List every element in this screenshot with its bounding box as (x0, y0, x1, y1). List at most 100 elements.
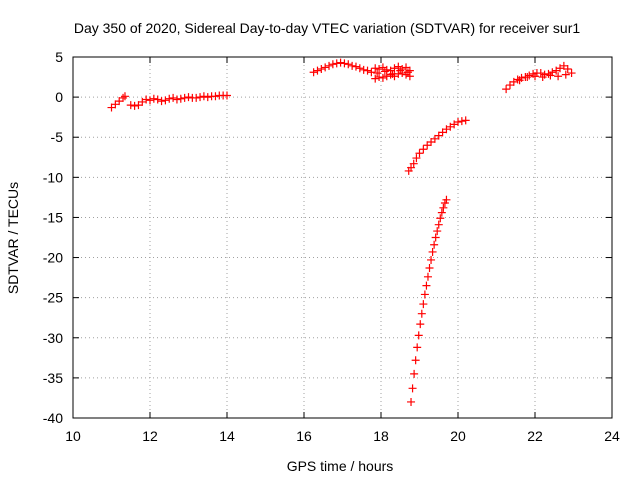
x-tick-label: 12 (142, 428, 158, 444)
data-point (313, 66, 322, 75)
x-tick-label: 22 (527, 428, 543, 444)
data-point (317, 65, 326, 74)
data-point (425, 263, 434, 272)
data-point (436, 214, 445, 223)
data-point (203, 93, 212, 102)
data-point (531, 72, 539, 81)
y-tick-label: -40 (43, 410, 63, 426)
data-point (561, 70, 570, 79)
chart-title: Day 350 of 2020, Sidereal Day-to-day VTE… (74, 20, 580, 36)
y-tick-label: 0 (55, 89, 63, 105)
data-point (325, 61, 334, 70)
data-point (142, 95, 151, 104)
data-point (419, 145, 428, 154)
data-point (375, 65, 384, 74)
data-point (367, 68, 376, 77)
data-point (405, 72, 414, 81)
data-point (386, 70, 395, 79)
data-point (380, 67, 389, 76)
data-point (457, 117, 466, 126)
y-tick-label: -35 (43, 370, 63, 386)
axis-ticks: 10 12 14 16 18 20 22 24 5 0 -5 -10 -15 -20 -25 -30 -35 -4… (43, 49, 620, 444)
data-point (378, 73, 387, 82)
x-tick-label: 20 (450, 428, 466, 444)
data-point (423, 272, 432, 281)
data-point (371, 74, 380, 83)
data-point (454, 117, 462, 126)
data-point (328, 60, 337, 69)
grid-layer (73, 57, 612, 418)
data-point (184, 93, 193, 102)
data-point (523, 73, 532, 82)
data-point (412, 154, 421, 163)
data-point (408, 384, 417, 393)
data-point (546, 71, 555, 80)
data-point (223, 91, 231, 100)
data-point (513, 75, 522, 84)
y-tick-label: -20 (43, 250, 63, 266)
data-point (411, 356, 420, 365)
data-point (433, 227, 442, 236)
data-point (355, 64, 364, 73)
data-point (420, 290, 429, 299)
y-tick-label: -10 (43, 169, 63, 185)
data-point (536, 69, 545, 78)
data-point (126, 101, 135, 110)
data-point (422, 281, 431, 290)
data-point (332, 59, 341, 68)
data-point (434, 220, 443, 229)
data-point (130, 101, 139, 110)
data-point (430, 240, 439, 249)
data-point (414, 331, 423, 340)
data-point (336, 58, 345, 67)
x-tick-label: 24 (604, 428, 620, 444)
data-point (439, 203, 448, 212)
data-point (348, 61, 357, 70)
data-point (427, 255, 436, 264)
y-tick-label: -25 (43, 290, 63, 306)
data-point (371, 64, 380, 73)
data-point (172, 95, 181, 104)
data-point (382, 72, 391, 81)
data-point (388, 69, 397, 78)
data-point (180, 93, 189, 102)
data-point (359, 65, 368, 74)
data-point (525, 71, 534, 80)
data-point (413, 343, 422, 352)
data-point (407, 397, 416, 406)
data-point (176, 94, 185, 103)
data-point (502, 85, 511, 94)
x-tick-label: 16 (296, 428, 312, 444)
data-point (563, 65, 572, 74)
data-point (351, 62, 360, 71)
data-point (567, 69, 576, 78)
data-point (442, 195, 451, 204)
x-axis-label: GPS time / hours (287, 458, 394, 474)
plot-border (72, 56, 613, 419)
data-point (363, 66, 372, 75)
data-point (119, 93, 128, 102)
data-point (403, 68, 412, 77)
data-point (415, 149, 424, 158)
y-tick-label: 5 (55, 49, 63, 65)
data-point (538, 73, 547, 82)
data-point (407, 163, 416, 172)
y-tick-label: -15 (43, 209, 63, 225)
data-point (409, 159, 418, 168)
data-point (431, 233, 440, 242)
data-point (419, 300, 428, 309)
data-point (192, 93, 201, 102)
data-point (199, 92, 208, 101)
data-point (461, 116, 470, 125)
data-point (417, 309, 426, 318)
data-point (544, 69, 553, 78)
data-point (165, 94, 174, 103)
y-axis-label: SDTVAR / TECUs (5, 182, 21, 294)
y-tick-label: -5 (51, 129, 64, 145)
data-point (410, 369, 419, 378)
data-point (390, 64, 399, 73)
data-point (309, 68, 318, 77)
data-point (373, 69, 382, 78)
x-tick-label: 18 (373, 428, 389, 444)
data-point (375, 73, 384, 82)
